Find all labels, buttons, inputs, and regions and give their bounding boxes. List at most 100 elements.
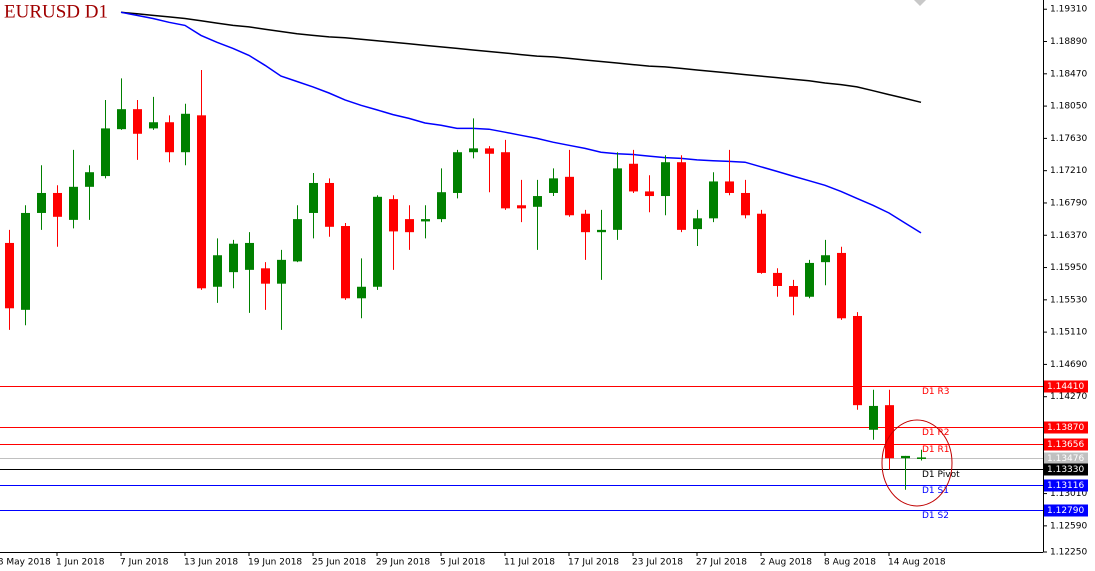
x-tick-label: 27 Jul 2018 (696, 558, 747, 568)
candle-body (533, 196, 542, 207)
candle-body (469, 148, 478, 153)
x-tick-label: 7 Jun 2018 (120, 558, 169, 568)
candle-body (901, 455, 910, 459)
y-tick-label: 1.14270 (1050, 392, 1087, 402)
y-tick-label: 1.19310 (1050, 5, 1087, 15)
moving-average (120, 11, 922, 234)
candle-body (101, 128, 110, 177)
y-tick-label: 1.18050 (1050, 102, 1087, 112)
candle-body (133, 109, 142, 134)
x-tick-label: 11 Jul 2018 (504, 558, 555, 568)
level-label: 1.13656 (1047, 440, 1084, 450)
x-tick-label: 1 Jun 2018 (56, 558, 105, 568)
level-name: D1 Pivot (922, 470, 960, 480)
candle-body (773, 272, 782, 286)
x-tick-label: 14 Aug 2018 (888, 558, 946, 568)
y-tick-label: 1.15530 (1050, 295, 1087, 305)
candle-body (741, 192, 750, 216)
level-label-box (1044, 479, 1088, 492)
candle-body (597, 229, 606, 233)
level-label: 1.12790 (1047, 506, 1084, 516)
candle-body (693, 218, 702, 230)
candle-body (53, 192, 62, 217)
candle-body (565, 176, 574, 216)
level-label-box (1044, 504, 1088, 517)
candle-body (309, 182, 318, 213)
candle-body (661, 162, 670, 197)
candle-body (165, 122, 174, 153)
candle-body (149, 122, 158, 129)
candle-body (69, 186, 78, 220)
candle-body (885, 405, 894, 459)
level-label: 1.13476 (1047, 454, 1084, 464)
candle-body (789, 285, 798, 297)
level-label: 1.13116 (1047, 481, 1084, 491)
level-label-box (1044, 463, 1088, 476)
x-tick-label: 5 Jul 2018 (440, 558, 485, 568)
candle-body (85, 172, 94, 187)
level-name: D1 R2 (922, 428, 950, 438)
chart-title: EURUSD D1 (4, 1, 108, 22)
candle-body (229, 243, 238, 273)
candle-body (181, 113, 190, 153)
candle-body (437, 192, 446, 220)
y-tick-label: 1.15110 (1050, 328, 1087, 338)
candle-body (581, 213, 590, 233)
x-tick-label: 29 Jun 2018 (376, 558, 430, 568)
marker (914, 0, 926, 6)
x-tick-label: 25 Jun 2018 (312, 558, 366, 568)
y-tick-label: 1.12250 (1050, 548, 1087, 558)
candle-body (757, 213, 766, 273)
candle-body (821, 255, 830, 263)
candle-body (117, 109, 126, 130)
candle-body (197, 115, 206, 289)
y-tick-label: 1.14690 (1050, 360, 1087, 370)
candle-body (613, 168, 622, 230)
y-tick-label: 1.17210 (1050, 166, 1087, 176)
candle-body (325, 182, 334, 227)
y-tick-label: 1.16790 (1050, 198, 1087, 208)
x-tick-label: 8 Aug 2018 (824, 558, 876, 568)
candle-body (373, 196, 382, 287)
level-name: D1 S1 (922, 486, 949, 496)
candle-body (261, 268, 270, 284)
level-label-box (1044, 438, 1088, 451)
candle-body (837, 252, 846, 319)
y-tick-label: 1.16370 (1050, 231, 1087, 241)
y-tick-label: 1.17630 (1050, 134, 1087, 144)
x-tick-label: 13 Jun 2018 (184, 558, 238, 568)
candle-body (405, 219, 414, 233)
x-tick-label: 2 Aug 2018 (760, 558, 812, 568)
candle-body (213, 255, 222, 287)
x-tick-label: 17 Jul 2018 (568, 558, 619, 568)
y-tick-label: 1.12590 (1050, 521, 1087, 531)
x-tick-label: 19 Jun 2018 (248, 558, 302, 568)
candle-body (517, 205, 526, 209)
level-label: 1.13330 (1047, 465, 1084, 475)
candle-body (677, 162, 686, 230)
candle-body (853, 315, 862, 406)
level-label-box (1044, 380, 1088, 393)
candle-body (917, 457, 926, 459)
x-tick-label: 23 Jul 2018 (632, 558, 683, 568)
highlight-circle (881, 419, 953, 507)
candle-body (453, 152, 462, 193)
level-label-box (1044, 452, 1088, 465)
level-name: D1 R3 (922, 387, 950, 397)
moving-average (120, 11, 922, 104)
candle-body (549, 178, 558, 193)
candle-body (501, 152, 510, 209)
plot-area: D1 R3 D1 R2 D1 R1 D1 Pivot D1 S1 D1 S2 (0, 11, 1043, 521)
candle-body (805, 262, 814, 297)
candle-body (485, 148, 494, 154)
level-name: D1 S2 (922, 511, 949, 521)
y-tick-label: 1.18470 (1050, 69, 1087, 79)
candle-body (725, 181, 734, 193)
x-tick-label: 28 May 2018 (0, 558, 51, 568)
candle-body (389, 199, 398, 232)
y-tick-label: 1.15950 (1050, 263, 1087, 273)
level-label-box (1044, 421, 1088, 434)
